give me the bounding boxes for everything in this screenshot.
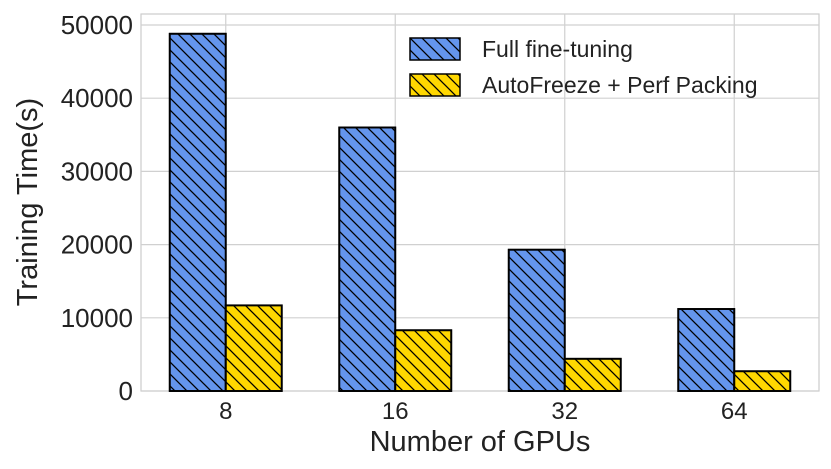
x-tick-label: 16	[382, 398, 409, 425]
bar-hatch	[395, 330, 452, 391]
bar-outline	[677, 308, 736, 392]
x-tick-label: 8	[219, 398, 232, 425]
bar-outline	[733, 370, 792, 392]
bar-hatch	[734, 371, 791, 391]
bar-outline	[338, 126, 397, 392]
legend-label-autofreeze: AutoFreeze + Perf Packing	[482, 72, 758, 98]
bar-hatch	[169, 33, 226, 392]
bar-hatch	[339, 127, 396, 392]
legend-swatch-full-fine-tuning-hatch	[410, 38, 460, 60]
bar-hatch	[564, 358, 621, 391]
y-tick-label: 20000	[61, 230, 133, 260]
y-tick-labels: 0 10000 20000 30000 40000 50000	[61, 10, 133, 406]
y-tick-label: 30000	[61, 156, 133, 186]
x-tick-label: 32	[551, 398, 578, 425]
bar-outline	[394, 329, 453, 392]
x-tick-label: 64	[721, 398, 748, 425]
bar-outline	[563, 357, 622, 392]
bar-hatch	[225, 305, 282, 391]
bar-hatch	[678, 309, 735, 391]
bar-outline	[168, 32, 227, 392]
bar-outline	[507, 248, 566, 392]
y-tick-label: 0	[119, 376, 133, 406]
y-tick-label: 10000	[61, 303, 133, 333]
legend-swatch-autofreeze-hatch	[410, 74, 460, 96]
bars	[168, 32, 792, 392]
y-tick-label: 40000	[61, 83, 133, 113]
bar-outline	[224, 304, 283, 392]
x-axis-title: Number of GPUs	[370, 426, 591, 458]
y-axis-title: Training Time(s)	[12, 98, 44, 306]
legend-label-full-fine-tuning: Full fine-tuning	[482, 36, 633, 62]
x-tick-labels: 8 16 32 64	[219, 398, 748, 425]
y-tick-label: 50000	[61, 10, 133, 40]
bar-hatch	[508, 249, 565, 391]
legend: Full fine-tuning AutoFreeze + Perf Packi…	[409, 36, 758, 98]
